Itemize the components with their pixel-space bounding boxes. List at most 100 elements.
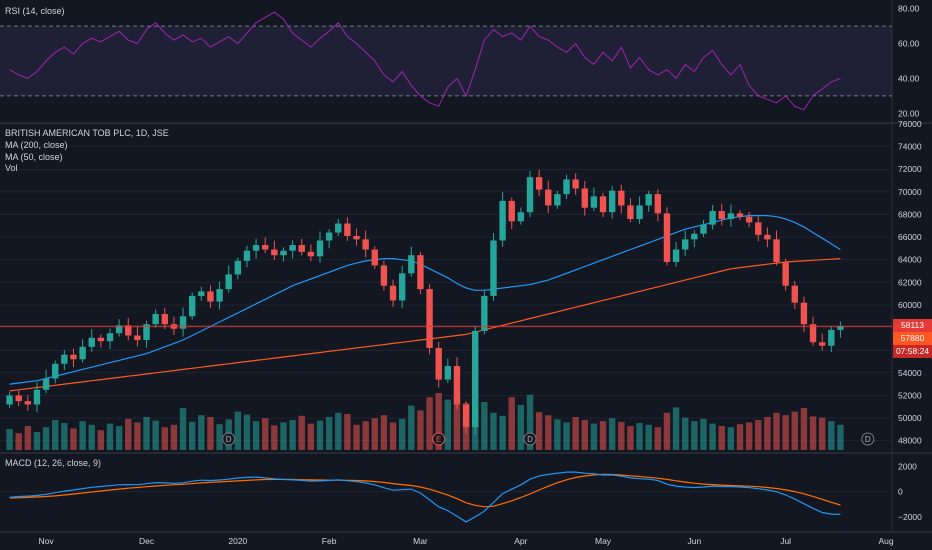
volume-bar (161, 427, 168, 450)
volume-bar (42, 427, 50, 450)
candle-body (526, 177, 534, 213)
volume-bar (526, 394, 534, 450)
candle-body (225, 274, 232, 290)
candle-body (52, 363, 59, 379)
volume-bar (490, 412, 497, 450)
volume-bar (654, 427, 662, 450)
volume-bar (499, 415, 506, 450)
volume-bar (535, 412, 543, 450)
price-tick-label: 76000 (898, 119, 922, 129)
symbol-title: BRITISH AMERICAN TOB PLC, 1D, JSE (5, 128, 169, 138)
volume-bar (608, 418, 616, 450)
volume-bar (481, 402, 488, 450)
candle-body (608, 190, 616, 213)
volume-bar (590, 423, 598, 450)
volume-bar (88, 424, 95, 450)
volume-bar (426, 397, 433, 450)
candle-body (663, 213, 671, 262)
candle-body (362, 239, 369, 250)
price-tick-label: 66000 (898, 232, 922, 242)
volume-bar (33, 432, 41, 450)
volume-bar (106, 423, 114, 450)
candle-body (24, 401, 32, 405)
candle-body (818, 342, 826, 346)
volume-bar (691, 421, 698, 450)
volume-bar (398, 418, 406, 450)
candle-body (6, 395, 13, 405)
volume-bar (581, 420, 588, 450)
x-tick-label: Nov (39, 536, 55, 546)
volume-bar (79, 421, 86, 450)
candle-body (143, 324, 150, 341)
x-tick-label: 2020 (228, 536, 247, 546)
x-tick-label: Dec (139, 536, 155, 546)
candle-body (563, 179, 570, 195)
volume-bar (344, 414, 351, 450)
event-marker (523, 432, 537, 446)
candle-body (380, 265, 388, 286)
candle-body (800, 302, 808, 325)
volume-bar (61, 423, 68, 450)
candle-body (444, 366, 452, 380)
volume-bar (52, 420, 59, 450)
candle-body (435, 347, 442, 380)
candle-body (682, 239, 689, 250)
x-tick-label: Jun (687, 536, 701, 546)
candle-body (517, 212, 525, 222)
candle-body (755, 222, 762, 235)
volume-bar (809, 416, 817, 450)
candle-body (97, 337, 105, 342)
candle-body (636, 205, 643, 220)
price-tick-label: 50000 (898, 413, 922, 423)
candle-body (654, 194, 662, 214)
candle-body (545, 189, 552, 206)
candle-body (307, 251, 315, 257)
candle-body (472, 330, 479, 428)
candle-body (554, 194, 561, 206)
event-marker-label: D (527, 435, 533, 444)
ma200-value-badge: 57880 (893, 332, 932, 345)
volume-legend: Vol (5, 163, 18, 173)
candle-body (508, 200, 515, 222)
candle-body (161, 314, 168, 325)
price-tick-label: 72000 (898, 164, 922, 174)
price-tick-label: 68000 (898, 209, 922, 219)
volume-bar (444, 399, 452, 450)
volume-bar (389, 422, 397, 450)
candle-body (207, 291, 214, 302)
candle-body (252, 245, 260, 251)
candle-body (718, 211, 725, 220)
volume-bar (517, 405, 525, 450)
candle-body (115, 325, 123, 334)
candle-body (453, 366, 461, 405)
volume-bar (837, 424, 844, 450)
volume-bar (791, 411, 798, 450)
volume-bar (252, 421, 260, 450)
volume-bar (636, 423, 643, 450)
candle-body (599, 196, 607, 213)
countdown-badge: 07:58:24 (893, 345, 932, 358)
candle-body (462, 404, 470, 428)
candle-body (316, 240, 324, 257)
volume-bar (115, 426, 123, 450)
candle-body (481, 295, 488, 331)
candle-body (42, 378, 50, 390)
volume-bar (627, 426, 634, 450)
candle-body (15, 395, 22, 402)
volume-bar (508, 397, 515, 450)
rsi-band (0, 26, 892, 96)
macd-tick-label: 2000 (898, 462, 917, 472)
volume-bar (234, 411, 242, 450)
candle-body (234, 260, 242, 275)
volume-bar (755, 420, 762, 450)
event-marker-label: D (865, 435, 871, 444)
candle-body (535, 177, 543, 190)
macd-tick-label: 0 (898, 487, 903, 497)
candle-body (745, 216, 753, 223)
candle-body (490, 240, 497, 296)
volume-bar (216, 424, 223, 450)
macd-signal-line (9, 473, 841, 508)
candle-body (727, 213, 735, 220)
volume-bar (335, 412, 342, 450)
